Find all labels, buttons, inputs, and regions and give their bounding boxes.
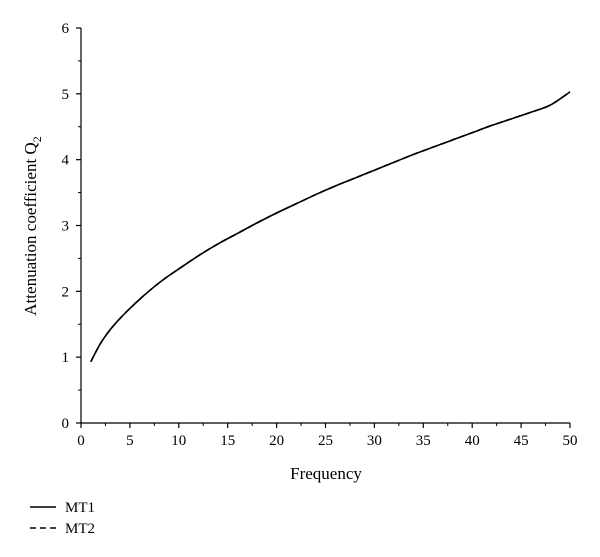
y-tick-label: 5 [62,87,70,103]
legend-label-mt2: MT2 [65,521,95,537]
y-axis-title: Attenuation coefficient Q2 [21,136,44,315]
y-tick-label: 0 [62,416,70,432]
y-tick-label: 2 [62,284,70,300]
x-tick-label: 35 [416,433,431,449]
series-line-mt2 [90,91,571,363]
x-tick-label: 30 [367,433,382,449]
y-tick-label: 4 [62,153,70,169]
x-tick-label: 25 [318,433,333,449]
x-tick-label: 40 [465,433,480,449]
legend-label-mt1: MT1 [65,500,95,516]
x-tick-label: 5 [126,433,134,449]
y-axis-title-main: Attenuation coefficient Q [21,142,40,315]
x-tick-label: 45 [514,433,529,449]
y-tick-label: 3 [62,219,70,235]
x-tick-label: 10 [171,433,186,449]
x-tick-label: 50 [563,433,578,449]
series-line-mt1 [90,91,571,363]
series-layer [90,91,571,363]
x-tick-label: 15 [220,433,235,449]
x-axis-title: Frequency [290,464,362,483]
y-axis-ticks: 0 1 2 3 4 5 6 [62,21,81,432]
x-tick-label: 20 [269,433,284,449]
y-tick-label: 1 [62,350,70,366]
y-axis-title-subscript: 2 [30,136,44,142]
x-axis-ticks: 0 5 10 15 20 25 30 35 40 45 50 [77,423,578,449]
y-tick-label: 6 [62,21,70,37]
x-tick-label: 0 [77,433,85,449]
